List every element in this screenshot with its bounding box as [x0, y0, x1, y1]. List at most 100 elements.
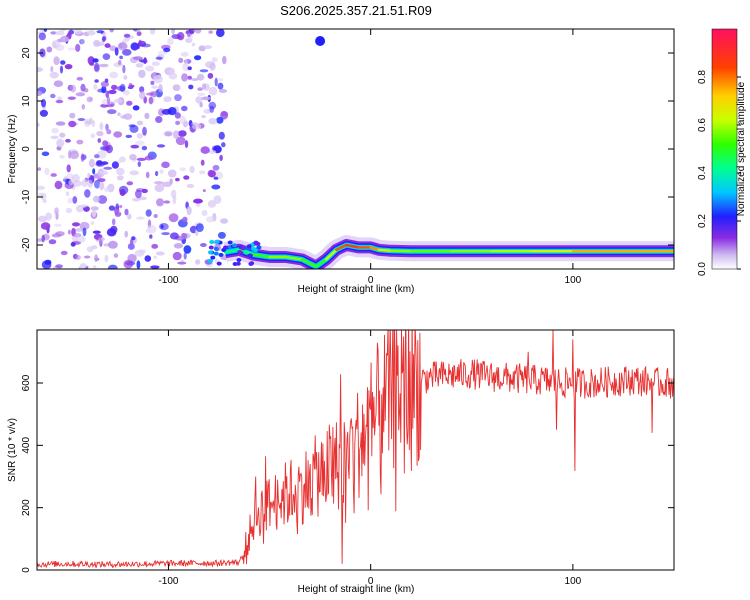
noise-cell	[67, 229, 71, 235]
noise-cell	[201, 96, 211, 101]
ridge-speckle	[246, 244, 252, 249]
y-tick-label: 20	[21, 47, 32, 59]
noise-cell	[109, 71, 119, 79]
spectrogram-background	[37, 29, 674, 269]
noise-cell	[126, 181, 134, 186]
noise-cell	[41, 234, 45, 243]
noise-cell	[145, 209, 152, 217]
noise-cell	[83, 88, 89, 93]
noise-cell	[95, 41, 105, 47]
noise-cell	[191, 42, 196, 47]
noise-cell	[119, 55, 123, 60]
ridge-core-segment	[223, 248, 241, 254]
noise-cell	[66, 164, 71, 173]
ridge-speckle	[223, 245, 228, 250]
noise-cell	[144, 155, 154, 161]
noise-cell	[158, 84, 163, 93]
ridge-speckle	[235, 261, 241, 266]
noise-cell	[199, 170, 206, 175]
y-tick-label: 0	[21, 567, 32, 573]
noise-cell	[315, 36, 326, 46]
noise-cell	[178, 57, 184, 63]
noise-cell	[129, 238, 134, 246]
noise-cell	[181, 105, 188, 112]
ridge-speckle	[213, 251, 219, 256]
noise-cell	[116, 175, 124, 181]
noise-cell	[106, 129, 112, 135]
noise-cell	[87, 30, 96, 36]
noise-cell	[123, 33, 131, 38]
noise-cell	[40, 222, 51, 230]
noise-cell	[197, 92, 206, 96]
ridge-core-segment	[369, 246, 380, 252]
noise-cell	[136, 157, 147, 161]
noise-cell	[159, 169, 164, 174]
ridge-speckle	[214, 239, 220, 244]
noise-cell	[119, 83, 126, 93]
ridge-speckle	[227, 240, 233, 245]
noise-cell	[174, 112, 181, 119]
noise-cell	[92, 265, 97, 269]
noise-cell	[69, 112, 76, 119]
noise-cell	[170, 189, 177, 198]
noise-cell	[135, 189, 142, 199]
noise-cell	[53, 56, 60, 66]
noise-cell	[49, 71, 59, 79]
noise-cell	[102, 145, 111, 152]
noise-cell	[99, 122, 104, 131]
noise-cell	[123, 113, 133, 120]
y-tick-label: 10	[21, 95, 32, 107]
colorbar-label: Normalized spectral amplitude	[736, 81, 747, 216]
noise-cell	[80, 204, 88, 208]
noise-cell	[108, 205, 115, 211]
noise-cell	[151, 85, 158, 89]
noise-cell	[40, 99, 47, 108]
ridge-speckle	[216, 261, 222, 266]
y-tick-label: 200	[21, 499, 32, 516]
noise-cell	[184, 59, 188, 67]
ridge-speckle	[208, 245, 214, 250]
noise-cell	[213, 195, 222, 205]
noise-cell	[87, 56, 95, 65]
noise-cell	[76, 139, 84, 145]
noise-cell	[142, 126, 147, 136]
noise-cell	[94, 154, 100, 159]
noise-cell	[80, 153, 85, 162]
noise-cell	[201, 83, 207, 90]
noise-cell	[124, 230, 128, 238]
noise-cell	[113, 253, 119, 258]
noise-cell	[60, 250, 68, 256]
noise-cell	[123, 75, 128, 80]
noise-cell	[92, 195, 100, 203]
noise-cell	[104, 43, 111, 48]
noise-cell	[102, 140, 108, 147]
noise-cell	[151, 243, 159, 249]
noise-cell	[200, 243, 207, 247]
noise-cell	[101, 85, 107, 94]
noise-cell	[146, 92, 154, 96]
noise-cell	[203, 45, 212, 49]
noise-cell	[150, 80, 155, 85]
noise-cell	[65, 138, 71, 143]
noise-cell	[123, 90, 130, 96]
noise-cell	[92, 168, 96, 175]
x-tick-label: 100	[565, 275, 582, 286]
noise-cell	[72, 232, 82, 238]
ridge-core-segment	[325, 248, 338, 261]
noise-cell	[200, 159, 205, 166]
noise-cell	[200, 146, 210, 154]
noise-cell	[132, 197, 140, 202]
noise-cell	[97, 138, 102, 143]
noise-cell	[123, 259, 134, 269]
noise-cell	[70, 84, 76, 93]
noise-cell	[186, 184, 195, 188]
noise-cell	[107, 183, 115, 193]
noise-cell	[205, 216, 216, 223]
noise-cell	[169, 232, 179, 240]
noise-cell	[54, 207, 59, 216]
noise-cell	[208, 30, 213, 34]
noise-cell	[153, 214, 158, 218]
noise-cell	[199, 102, 203, 108]
noise-cell	[119, 189, 126, 196]
noise-cell	[150, 265, 160, 269]
